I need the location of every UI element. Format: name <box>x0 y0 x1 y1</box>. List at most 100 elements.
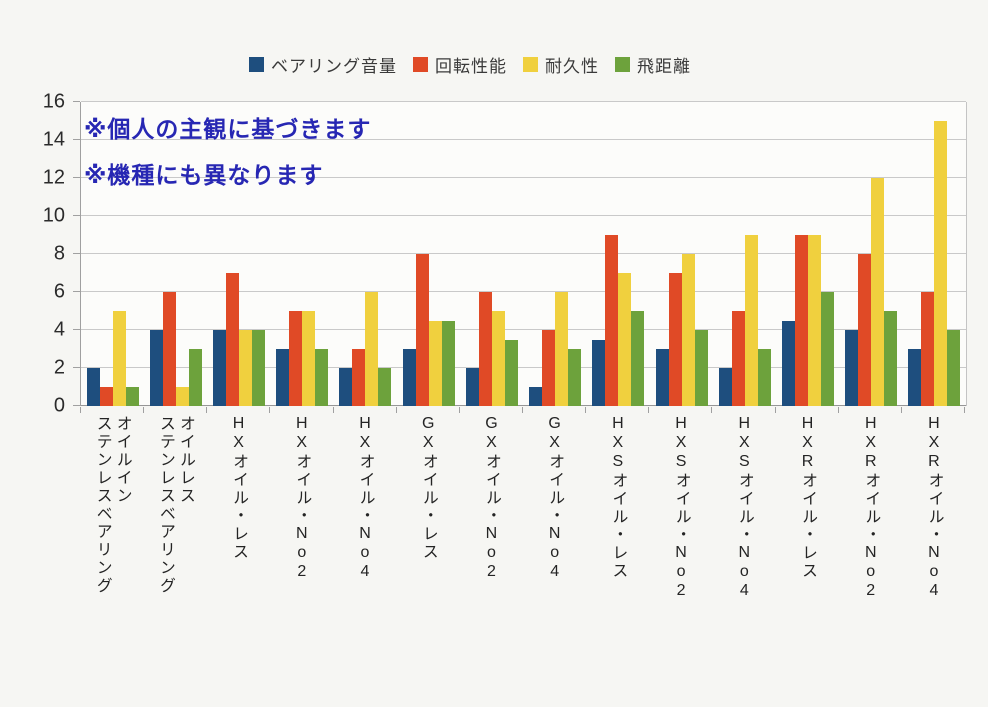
x-category-label: HXオイル・No2 <box>270 415 333 700</box>
x-category-label-text: HXRオイル・レス <box>799 415 817 580</box>
y-tick-label: 2 <box>53 356 65 379</box>
x-category-label-text: オイルイン ステンレスベアリング <box>93 415 131 595</box>
bar <box>188 349 202 406</box>
x-category-label: HXSオイル・No4 <box>712 415 775 700</box>
bar <box>592 339 606 406</box>
bar <box>694 330 708 406</box>
x-tick-mark <box>270 407 334 413</box>
x-tick-mark <box>397 407 460 413</box>
x-tick-mark <box>776 407 839 413</box>
gridline <box>81 101 966 102</box>
bar <box>858 254 872 406</box>
bar <box>871 178 885 406</box>
legend-swatch-icon <box>413 57 428 72</box>
bar <box>252 330 266 406</box>
bar <box>276 349 290 406</box>
x-tick-row <box>80 407 965 413</box>
y-tick-label: 14 <box>42 128 65 151</box>
gridline <box>81 139 966 140</box>
y-tick-label: 8 <box>53 242 65 265</box>
y-tick-mark <box>73 367 80 368</box>
y-tick-mark <box>73 405 80 406</box>
x-category-label: GXオイル・レス <box>396 415 459 700</box>
gridline <box>81 253 966 254</box>
x-category-label-text: HXRオイル・No4 <box>925 415 943 601</box>
bar-group <box>587 102 650 406</box>
gridline <box>81 405 966 406</box>
bar <box>478 292 492 406</box>
bar <box>175 387 189 406</box>
legend-swatch-icon <box>249 57 264 72</box>
x-tick-mark <box>649 407 713 413</box>
bar <box>213 330 227 406</box>
x-category-label-text: HXオイル・レス <box>230 415 248 561</box>
y-tick-mark <box>73 215 80 216</box>
y-tick-mark <box>73 253 80 254</box>
annotation-line-2: ※機種にも異なります <box>84 162 324 188</box>
y-tick-label: 0 <box>53 394 65 417</box>
x-category-label: HXRオイル・No2 <box>839 415 902 700</box>
bar <box>302 311 316 406</box>
bar <box>529 387 543 406</box>
bar <box>315 349 329 406</box>
x-category-label: HXオイル・No4 <box>333 415 396 700</box>
bar <box>162 292 176 406</box>
x-category-label: オイルイン ステンレスベアリング <box>80 415 143 700</box>
x-tick-mark <box>334 407 397 413</box>
bar-group <box>271 102 334 406</box>
x-category-label-text: HXSオイル・No4 <box>735 415 753 601</box>
bar <box>226 273 240 406</box>
bar <box>821 292 835 406</box>
bar <box>655 349 669 406</box>
bar <box>415 254 429 406</box>
bar-group <box>713 102 776 406</box>
y-tick-label: 12 <box>42 166 65 189</box>
x-category-label-text: GXオイル・No4 <box>546 415 564 582</box>
bar-group <box>776 102 839 406</box>
bar-group <box>207 102 270 406</box>
y-tick-label: 10 <box>42 204 65 227</box>
bar <box>782 320 796 406</box>
bar <box>149 330 163 406</box>
bar <box>465 368 479 406</box>
x-category-label-text: HXオイル・No4 <box>356 415 374 582</box>
y-tick-label: 4 <box>53 318 65 341</box>
legend-item: ベアリング音量 <box>249 52 397 77</box>
y-tick-mark <box>73 177 80 178</box>
bar <box>757 349 771 406</box>
bar <box>365 292 379 406</box>
bar <box>605 235 619 406</box>
x-category-label-text: HXSオイル・No2 <box>672 415 690 601</box>
bar-groups <box>81 102 966 406</box>
bar <box>125 387 139 406</box>
bar <box>402 349 416 406</box>
x-category-label: オイルレス ステンレスベアリング <box>143 415 206 700</box>
x-tick-mark <box>523 407 587 413</box>
bar-group <box>650 102 713 406</box>
y-tick-mark <box>73 101 80 102</box>
bar-group <box>840 102 903 406</box>
x-category-label-text: オイルレス ステンレスベアリング <box>156 415 194 595</box>
bar <box>491 311 505 406</box>
gridline <box>81 291 966 292</box>
bar <box>441 320 455 406</box>
legend-label: 飛距離 <box>637 57 691 76</box>
x-tick-mark <box>460 407 523 413</box>
x-category-label: HXRオイル・レス <box>775 415 838 700</box>
x-tick-mark <box>586 407 650 413</box>
bar-group <box>460 102 523 406</box>
y-tick-label: 6 <box>53 280 65 303</box>
bar <box>99 387 113 406</box>
gridlines <box>81 101 966 406</box>
gridline <box>81 177 966 178</box>
bar <box>845 330 859 406</box>
bar <box>112 311 126 406</box>
x-category-label: HXオイル・レス <box>206 415 269 700</box>
bar <box>908 349 922 406</box>
bar <box>428 320 442 406</box>
bar <box>631 311 645 406</box>
annotation-note: ※個人の主観に基づきます ※機種にも異なります <box>84 106 371 198</box>
legend-item: 耐久性 <box>523 52 599 77</box>
legend-item: 飛距離 <box>615 52 691 77</box>
plot-area <box>80 101 967 406</box>
